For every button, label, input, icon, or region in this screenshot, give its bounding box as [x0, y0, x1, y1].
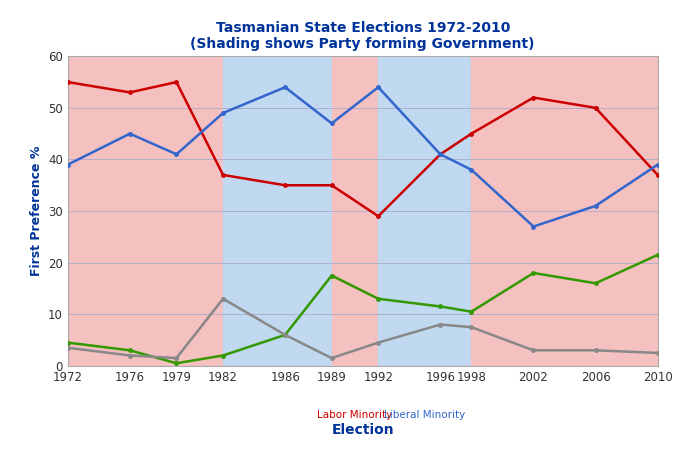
Text: Labor Minority: Labor Minority [317, 410, 393, 420]
Bar [332, 56, 378, 366]
Title: Tasmanian State Elections 1972-2010
(Shading shows Party forming Government): Tasmanian State Elections 1972-2010 (Sha… [191, 21, 535, 51]
Y-axis label: First Preference %: First Preference % [30, 146, 43, 276]
Bar [223, 56, 332, 366]
Bar [471, 56, 658, 366]
Bar [378, 56, 471, 366]
Text: Liberal Minority: Liberal Minority [384, 410, 465, 420]
X-axis label: Election: Election [332, 423, 394, 437]
Bar [68, 56, 223, 366]
